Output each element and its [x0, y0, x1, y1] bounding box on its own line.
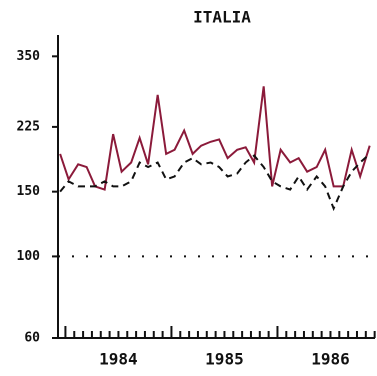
x-tick-label: 1985	[205, 350, 244, 369]
x-tick-label: 1986	[311, 350, 350, 369]
x-tick-label: 1984	[99, 350, 138, 369]
y-tick-label: 225	[17, 119, 40, 134]
series-line	[59, 153, 371, 212]
y-tick-label: 350	[17, 49, 41, 64]
series-line	[59, 86, 371, 191]
y-tick-label: 100	[17, 249, 41, 264]
y-tick-label: 150	[17, 184, 41, 199]
y-tick-label: 60	[24, 331, 40, 346]
chart-title: ITALIA	[193, 8, 251, 27]
